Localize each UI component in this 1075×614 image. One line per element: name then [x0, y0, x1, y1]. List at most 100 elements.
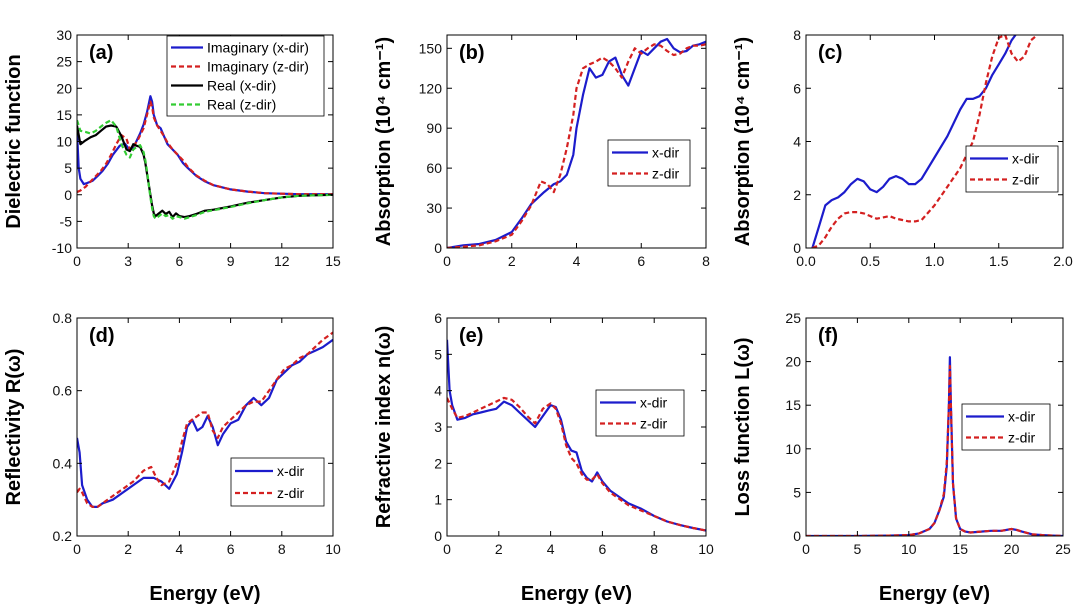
panel-label: (f): [818, 325, 838, 347]
x-tick-label: 6: [599, 541, 607, 557]
y-tick-label: 0: [64, 187, 72, 203]
panel-c: 0.0 0.5 1.0 1.5 2.0 0 2 4 6 8 (c) Absorption (10⁴ c…: [732, 27, 1073, 269]
panel-b: 0 2 4 6 8 0 30 60 90 120 150 (b) Absorption (10⁴ cm⁻…: [373, 34, 710, 269]
x-tick-label: 0: [802, 541, 810, 557]
y-tick-label: 4: [793, 134, 801, 150]
legend-label: Imaginary (x-dir): [207, 40, 309, 56]
x-tick-label: 6: [176, 253, 184, 269]
plot-frame: [805, 34, 1064, 249]
y-tick-label: 0.8: [53, 310, 73, 326]
x-tick-label: 5: [854, 541, 862, 557]
y-tick-label: 20: [56, 80, 72, 96]
y-tick-label: 2: [434, 455, 442, 471]
panel-e: 0 2 4 6 8 10 0 1 2 3 4 5 6 (e) Refractive index n(ω) En…: [373, 310, 714, 605]
panel-label: (a): [89, 42, 113, 64]
x-tick-label: 10: [325, 541, 341, 557]
x-tick-label: 0: [443, 541, 451, 557]
y-tick-label: 5: [434, 346, 442, 362]
panel-a: 0 3 6 9 12 15 -10 -5 0 5 10 15 20 25 30 (a) Dielectric f…: [3, 27, 341, 269]
y-tick-label: 2: [793, 187, 801, 203]
plot-frame: [76, 317, 334, 537]
series-line-a-1: [77, 100, 333, 196]
legend-label: x-dir: [277, 463, 305, 479]
panel-label: (d): [89, 325, 115, 347]
y-tick-label: 120: [419, 80, 443, 96]
x-tick-label: 2: [124, 541, 132, 557]
x-tick-label: 0.5: [861, 253, 881, 269]
y-tick-label: 5: [64, 160, 72, 176]
x-tick-label: 0.0: [796, 253, 816, 269]
y-tick-label: 25: [785, 310, 801, 326]
panel-label: (c): [818, 42, 842, 64]
y-tick-label: 0.4: [53, 455, 73, 471]
x-tick-label: 4: [573, 253, 581, 269]
y-tick-label: 0.2: [53, 528, 73, 544]
x-tick-label: 10: [901, 541, 917, 557]
legend-label: z-dir: [1012, 172, 1040, 188]
legend-box: [230, 457, 325, 507]
y-tick-label: 25: [56, 54, 72, 70]
x-tick-label: 0: [443, 253, 451, 269]
legend-label: x-dir: [1012, 151, 1040, 167]
y-tick-label: 0.6: [53, 383, 73, 399]
y-axis-label: Reflectivity R(ω): [3, 349, 25, 506]
series-line-d-1: [77, 331, 333, 508]
legend-label: z-dir: [640, 416, 668, 432]
legend-label: Real (x-dir): [207, 78, 276, 94]
x-tick-label: 2.0: [1053, 253, 1073, 269]
x-tick-label: 2: [495, 541, 503, 557]
x-tick-label: 12: [274, 253, 290, 269]
series-line-e-0: [447, 339, 706, 532]
y-tick-label: 1: [434, 492, 442, 508]
y-tick-label: 0: [793, 528, 801, 544]
y-tick-label: 6: [434, 310, 442, 326]
x-tick-label: 10: [698, 541, 714, 557]
x-tick-label: 8: [702, 253, 710, 269]
series-line-b-0: [447, 37, 706, 248]
x-tick-label: 8: [650, 541, 658, 557]
y-tick-label: 10: [56, 134, 72, 150]
y-tick-label: 3: [434, 419, 442, 435]
legend: x-dir z-dir: [607, 139, 691, 187]
y-tick-label: 8: [793, 27, 801, 43]
y-axis-label: Dielectric function: [3, 54, 25, 228]
legend: x-dir z-dir: [961, 403, 1051, 451]
x-tick-label: 0: [73, 253, 81, 269]
x-tick-label: 20: [1004, 541, 1020, 557]
legend-label: x-dir: [1008, 409, 1036, 425]
y-tick-label: 6: [793, 80, 801, 96]
legend-label: x-dir: [652, 145, 680, 161]
y-tick-label: 30: [56, 27, 72, 43]
y-tick-label: 90: [426, 120, 442, 136]
x-tick-label: 2: [508, 253, 516, 269]
legend-box: [607, 139, 691, 187]
legend: x-dir z-dir: [595, 389, 685, 437]
y-tick-label: 60: [426, 160, 442, 176]
y-tick-label: 5: [793, 484, 801, 500]
y-tick-label: 4: [434, 383, 442, 399]
series-line-e-1: [447, 396, 706, 532]
y-tick-label: 0: [434, 240, 442, 256]
x-tick-label: 3: [124, 253, 132, 269]
x-tick-label: 1.5: [989, 253, 1009, 269]
y-axis-label: Refractive index n(ω): [373, 326, 395, 529]
x-tick-label: 4: [176, 541, 184, 557]
legend-label: z-dir: [277, 485, 305, 501]
legend: x-dir z-dir: [965, 145, 1059, 193]
series-line-f-1: [806, 364, 1063, 536]
plot-frame: [805, 317, 1064, 537]
y-tick-label: 10: [785, 441, 801, 457]
y-tick-label: -5: [60, 213, 73, 229]
legend-label: Imaginary (z-dir): [207, 59, 309, 75]
y-tick-label: 0: [793, 240, 801, 256]
y-tick-label: 0: [434, 528, 442, 544]
y-tick-label: 30: [426, 200, 442, 216]
legend: x-dir z-dir: [230, 457, 325, 507]
x-tick-label: 15: [325, 253, 341, 269]
legend: Imaginary (x-dir) Imaginary (z-dir) Real (…: [166, 35, 325, 117]
y-tick-label: 20: [785, 354, 801, 370]
series-line-b-1: [447, 43, 706, 248]
series-line-a-2: [77, 124, 333, 219]
x-tick-label: 9: [227, 253, 235, 269]
panel-label: (e): [459, 325, 483, 347]
